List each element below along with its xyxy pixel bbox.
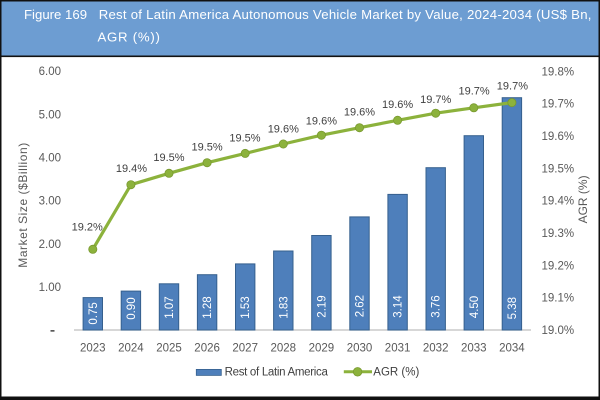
svg-text:Figure 169: Figure 169: [24, 7, 87, 22]
svg-text:2028: 2028: [271, 342, 297, 354]
svg-text:5.00: 5.00: [39, 109, 61, 121]
svg-text:19.6%: 19.6%: [344, 106, 375, 118]
svg-text:19.3%: 19.3%: [542, 228, 575, 240]
svg-text:4.00: 4.00: [39, 152, 61, 164]
svg-text:19.6%: 19.6%: [306, 116, 337, 128]
svg-text:AGR (%)): AGR (%)): [98, 29, 161, 44]
svg-text:19.8%: 19.8%: [542, 66, 575, 78]
svg-text:19.4%: 19.4%: [542, 196, 575, 208]
svg-text:19.7%: 19.7%: [458, 85, 489, 97]
svg-text:19.7%: 19.7%: [497, 81, 528, 93]
svg-text:19.6%: 19.6%: [268, 123, 299, 135]
svg-text:0.75: 0.75: [88, 302, 100, 324]
svg-text:1.28: 1.28: [202, 296, 214, 318]
svg-text:2025: 2025: [156, 342, 182, 354]
svg-text:AGR (%): AGR (%): [373, 367, 419, 379]
svg-text:3.00: 3.00: [39, 196, 61, 208]
svg-text:2.00: 2.00: [39, 239, 61, 251]
svg-text:19.6%: 19.6%: [542, 131, 575, 143]
svg-text:1.00: 1.00: [39, 282, 61, 294]
svg-text:2027: 2027: [232, 342, 258, 354]
svg-text:19.7%: 19.7%: [420, 94, 451, 106]
svg-text:19.0%: 19.0%: [542, 325, 575, 337]
svg-text:2023: 2023: [80, 342, 106, 354]
svg-text:Market Size ($Billion): Market Size ($Billion): [16, 142, 30, 267]
svg-text:6.00: 6.00: [39, 66, 61, 78]
svg-text:2030: 2030: [347, 342, 373, 354]
svg-text:2.62: 2.62: [355, 295, 367, 317]
svg-text:2033: 2033: [461, 342, 487, 354]
svg-text:1.83: 1.83: [278, 296, 290, 318]
svg-text:19.2%: 19.2%: [72, 222, 103, 234]
svg-text:AGR (%): AGR (%): [576, 175, 590, 223]
svg-text:0.90: 0.90: [126, 297, 138, 319]
svg-text:19.5%: 19.5%: [153, 152, 184, 164]
svg-text:2034: 2034: [499, 342, 525, 354]
svg-text:Rest of Latin America Autonomo: Rest of Latin America Autonomous Vehicle…: [99, 7, 592, 22]
svg-text:Rest of Latin America: Rest of Latin America: [225, 367, 329, 379]
svg-text:2.19: 2.19: [316, 295, 328, 317]
svg-text:19.4%: 19.4%: [116, 163, 147, 175]
svg-text:5.38: 5.38: [507, 297, 519, 319]
svg-text:2029: 2029: [309, 342, 335, 354]
svg-text:3.76: 3.76: [431, 295, 443, 317]
svg-text:2031: 2031: [385, 342, 411, 354]
svg-text:19.6%: 19.6%: [382, 99, 413, 111]
svg-text:19.7%: 19.7%: [542, 99, 575, 111]
svg-text:2024: 2024: [118, 342, 144, 354]
svg-text:1.07: 1.07: [164, 296, 176, 318]
svg-text:3.14: 3.14: [393, 295, 405, 318]
svg-text:2032: 2032: [423, 342, 449, 354]
svg-text:19.5%: 19.5%: [191, 142, 222, 154]
svg-text:1.53: 1.53: [240, 296, 252, 318]
svg-text:19.5%: 19.5%: [542, 163, 575, 175]
svg-text:4.50: 4.50: [469, 296, 481, 318]
svg-text:19.2%: 19.2%: [542, 260, 575, 272]
svg-text:19.1%: 19.1%: [542, 293, 575, 305]
svg-text:19.5%: 19.5%: [229, 133, 260, 145]
svg-text:2026: 2026: [194, 342, 220, 354]
